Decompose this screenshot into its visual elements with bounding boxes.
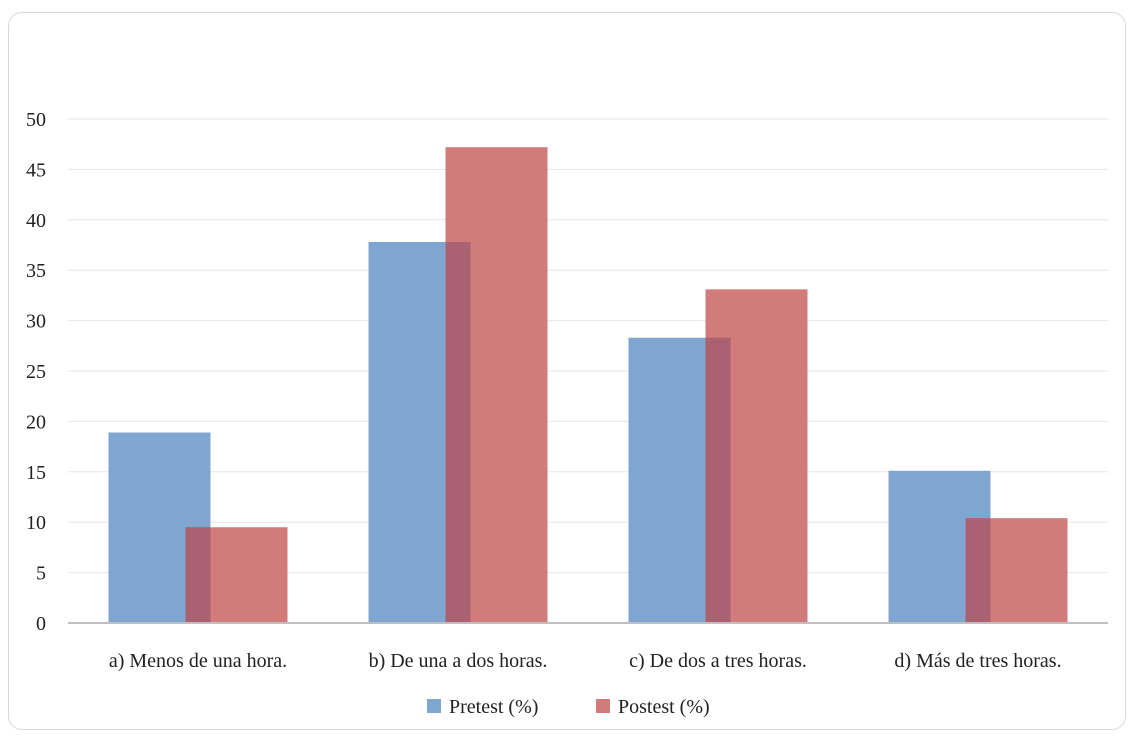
category-label: b) De una a dos horas. [369, 650, 548, 672]
bar-overlap-1 [185, 527, 211, 623]
y-tick-label: 30 [26, 311, 46, 333]
y-tick-label: 50 [26, 109, 46, 131]
bar-overlap-3 [705, 337, 731, 623]
legend-swatch-postest [596, 699, 610, 713]
category-label: a) Menos de una hora. [109, 650, 287, 672]
category-label: d) Más de tres horas. [894, 650, 1061, 672]
y-tick-label: 40 [26, 210, 46, 232]
y-tick-label: 45 [26, 159, 46, 181]
legend: Pretest (%) Postest (%) [427, 696, 710, 718]
x-axis-categories: a) Menos de una hora. b) De una a dos hor… [109, 650, 1062, 672]
y-tick-label: 10 [26, 512, 46, 534]
bars [108, 147, 1068, 623]
y-tick-label: 25 [26, 361, 46, 383]
y-tick-label: 20 [26, 411, 46, 433]
bar-overlap-4 [965, 518, 991, 623]
legend-label-pretest: Pretest (%) [449, 696, 538, 718]
legend-label-postest: Postest (%) [618, 696, 710, 718]
y-tick-label: 35 [26, 260, 46, 282]
y-tick-label: 0 [36, 613, 46, 635]
y-axis-ticks: 0 5 10 15 20 25 30 35 40 45 50 [26, 109, 46, 635]
y-tick-label: 5 [36, 563, 46, 585]
y-tick-label: 15 [26, 462, 46, 484]
bar-overlap-2 [445, 241, 471, 623]
legend-swatch-pretest [427, 699, 441, 713]
category-label: c) De dos a tres horas. [629, 650, 807, 672]
